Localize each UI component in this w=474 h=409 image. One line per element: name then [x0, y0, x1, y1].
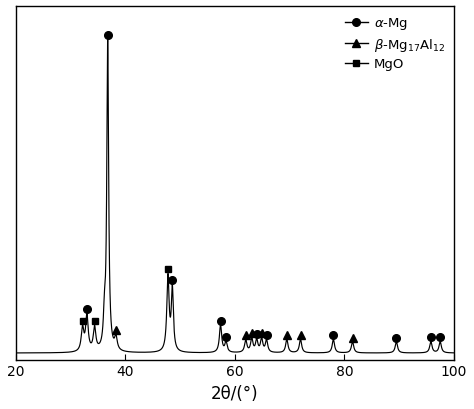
- X-axis label: 2θ/(°): 2θ/(°): [211, 384, 259, 402]
- Legend: $\alpha$-Mg, $\beta$-Mg$_{17}$Al$_{12}$, MgO: $\alpha$-Mg, $\beta$-Mg$_{17}$Al$_{12}$,…: [342, 13, 447, 74]
